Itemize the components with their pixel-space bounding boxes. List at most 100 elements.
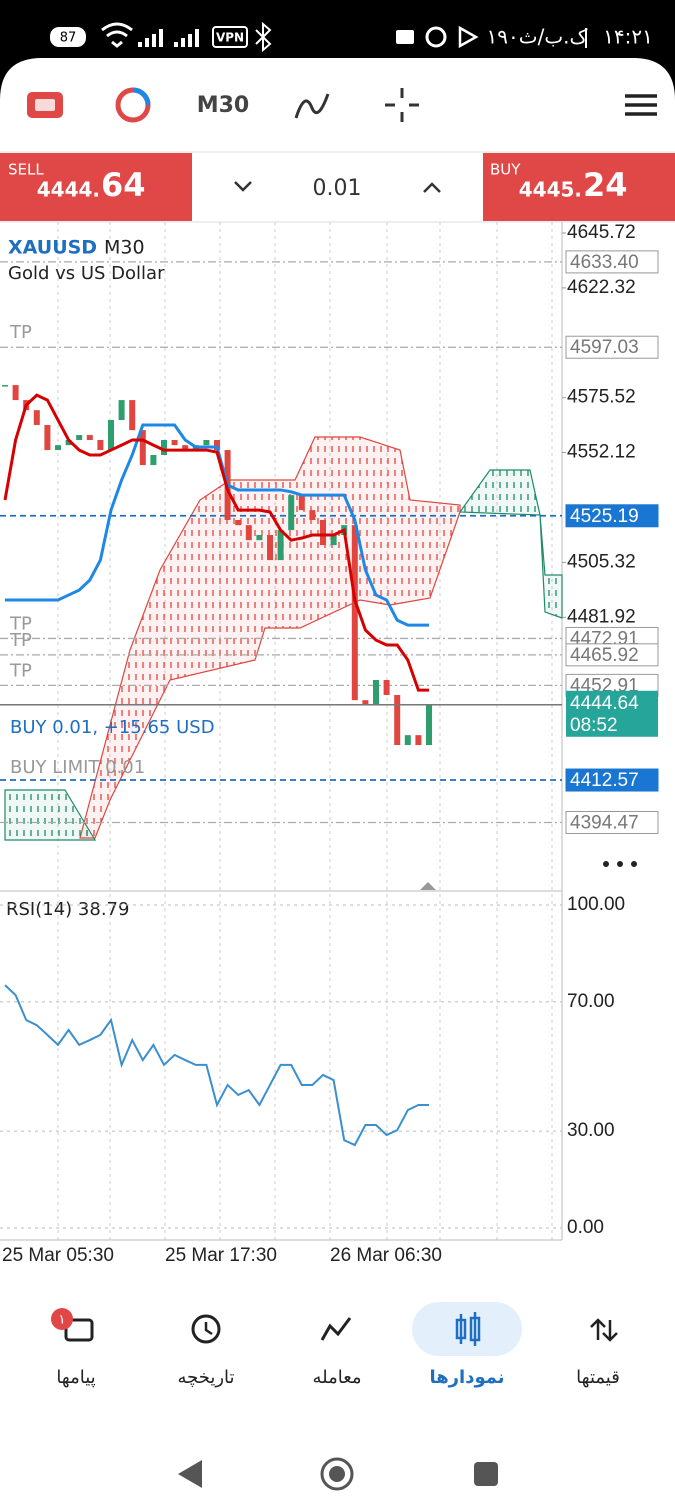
rsi-title: RSI(14) 38.79 [6, 899, 129, 920]
level-label: 4633.40 [570, 252, 639, 273]
y-tick-label: 4505.32 [567, 551, 636, 572]
level-box [565, 335, 659, 359]
home-button[interactable] [320, 1457, 354, 1491]
notif-icon [396, 30, 414, 44]
current-price: 4444.64 [570, 693, 639, 714]
back-button[interactable] [178, 1460, 202, 1488]
battery-level: 87 [60, 31, 77, 46]
nav-label[interactable]: قیمتها [576, 1367, 620, 1388]
wifi-icon [101, 22, 133, 48]
candle-body [404, 735, 411, 745]
candle-body [277, 530, 284, 561]
candle-body [139, 430, 146, 466]
x-tick-label: 25 Mar 05:30 [2, 1245, 114, 1266]
volume-up[interactable] [423, 182, 441, 193]
nav-label[interactable]: پیامها [56, 1367, 95, 1388]
level-label: 4412.57 [570, 770, 639, 791]
nav-label[interactable]: معامله [312, 1367, 361, 1388]
sell-label: SELL [8, 161, 44, 179]
level-box [565, 810, 659, 834]
battery [50, 27, 86, 47]
current-price-box [566, 690, 658, 737]
level-label: 4597.03 [570, 337, 639, 358]
recents-button[interactable] [474, 1462, 498, 1486]
position-label: BUY 0.01, +15.65 USD [10, 717, 215, 738]
candle-body [55, 445, 61, 451]
volume-down[interactable] [234, 181, 252, 192]
account-icon-inner [35, 99, 55, 111]
y-tick-label: 4622.32 [567, 277, 636, 298]
order-label: BUY LIMIT 0.01 [10, 757, 145, 778]
candle-body [33, 410, 40, 425]
candle-body [415, 735, 422, 745]
history-icon[interactable] [191, 1314, 221, 1344]
panel-handle[interactable] [420, 882, 436, 890]
candle-body [203, 439, 210, 446]
level-box [565, 504, 659, 528]
candle-body [426, 704, 432, 745]
candle-body [267, 535, 273, 561]
candle-body [309, 510, 316, 520]
crosshair-icon[interactable] [385, 88, 419, 122]
nav-label[interactable]: تاریخچه [177, 1367, 234, 1388]
candle-body [150, 454, 157, 466]
candle-body [245, 525, 252, 541]
candle-body [108, 420, 114, 451]
badge [51, 1308, 73, 1330]
candle-body [97, 439, 104, 451]
candle-body [362, 700, 369, 706]
red-line [3, 393, 429, 692]
candle-body [383, 680, 390, 696]
chart-timeframe: M30 [104, 237, 145, 259]
timeframe-button[interactable]: M30 [197, 93, 250, 118]
menu-icon[interactable] [625, 94, 657, 116]
notif-icon [425, 26, 447, 48]
toolbar: M30 [27, 87, 657, 123]
nav-active-bg [412, 1302, 522, 1356]
y-tick-label: 4481.92 [567, 606, 636, 627]
app-panel [0, 58, 675, 1500]
candle-body [351, 525, 358, 701]
sell-button[interactable] [0, 153, 192, 221]
x-tick-label: 26 Mar 06:30 [330, 1245, 442, 1266]
level-label: 4465.92 [570, 645, 639, 666]
nav-label[interactable]: نمودارها [429, 1367, 504, 1388]
notif-icon [458, 25, 479, 49]
charts-icon[interactable] [455, 1312, 481, 1346]
net-speed: ۱۹۰ک.ب/ث [487, 25, 588, 49]
trade-icon[interactable] [320, 1317, 352, 1341]
badge-count: ۱ [59, 1313, 66, 1328]
candle-body [182, 445, 189, 451]
candle-body [44, 424, 51, 451]
candle-body [118, 400, 125, 421]
indicator-icon-part [132, 87, 151, 106]
cloud [539, 514, 563, 619]
vertical-grid [57, 222, 553, 1240]
sell-price: 4444. [37, 178, 100, 202]
cloud [458, 469, 541, 516]
y-tick-label: 4552.12 [567, 442, 636, 463]
volume[interactable]: 0.01 [313, 176, 362, 201]
candle-body [86, 435, 93, 440]
objects-icon[interactable] [294, 93, 330, 119]
y-tick-label: 4645.72 [567, 222, 636, 243]
more-button[interactable] [603, 861, 637, 867]
buy-button[interactable] [483, 153, 675, 221]
buy-price: 4445. [519, 178, 582, 202]
buy-pips: 24 [583, 166, 628, 204]
messages-icon[interactable] [64, 1318, 94, 1342]
level-box [565, 250, 659, 274]
level-note: TP [9, 322, 32, 343]
level-box [565, 768, 659, 792]
cloud [79, 436, 461, 839]
symbol-description: Gold vs US Dollar [8, 263, 165, 284]
candle-body [65, 439, 72, 446]
y-tick-label: 70.00 [567, 991, 615, 1012]
sell-pips: 64 [101, 166, 146, 204]
candle-body [320, 519, 326, 546]
quotes-icon[interactable] [590, 1318, 618, 1342]
candle-body [256, 535, 263, 541]
candle-body [129, 400, 136, 431]
